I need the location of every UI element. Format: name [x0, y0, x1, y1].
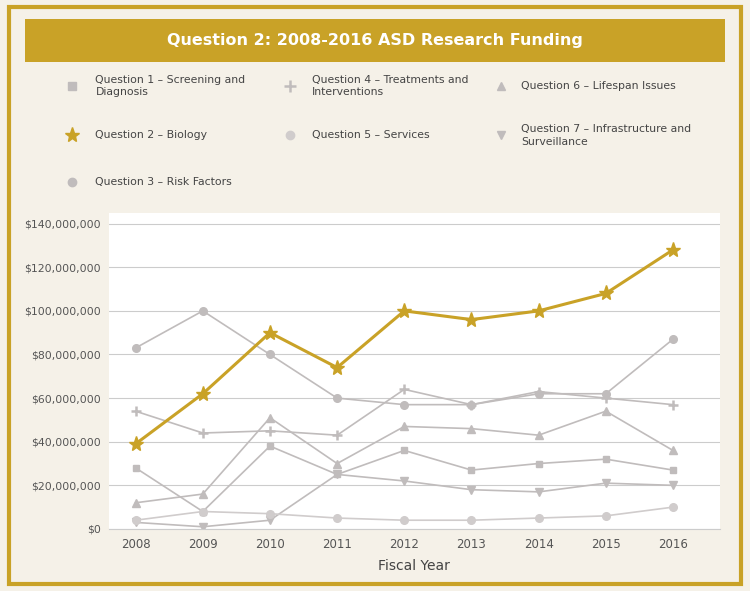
Text: Question 7 – Infrastructure and
Surveillance: Question 7 – Infrastructure and Surveill…: [521, 124, 692, 147]
Text: Question 1 – Screening and
Diagnosis: Question 1 – Screening and Diagnosis: [95, 74, 245, 98]
Text: Question 2: 2008-2016 ASD Research Funding: Question 2: 2008-2016 ASD Research Fundi…: [167, 33, 583, 48]
Text: Question 4 – Treatments and
Interventions: Question 4 – Treatments and Intervention…: [312, 74, 469, 98]
X-axis label: Fiscal Year: Fiscal Year: [379, 559, 450, 573]
Text: Question 5 – Services: Question 5 – Services: [312, 130, 430, 140]
Bar: [25, 19, 725, 62]
Text: Question 2 – Biology: Question 2 – Biology: [95, 130, 208, 140]
Text: Question 6 – Lifespan Issues: Question 6 – Lifespan Issues: [521, 81, 676, 91]
Text: Question 3 – Risk Factors: Question 3 – Risk Factors: [95, 177, 232, 187]
